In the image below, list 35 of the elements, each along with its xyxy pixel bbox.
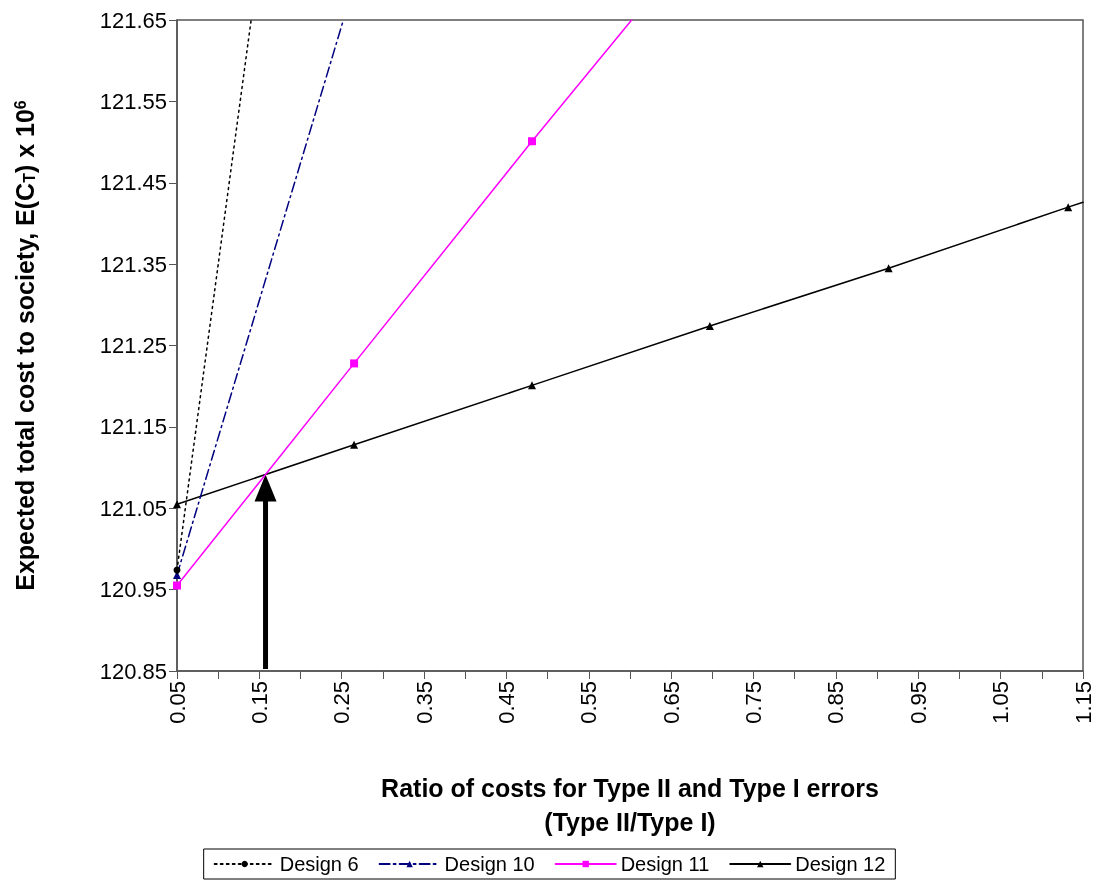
point <box>173 581 181 590</box>
x-tick-label: 0.35 <box>411 681 437 724</box>
legend-label: Design 6 <box>279 853 359 875</box>
y-tick-label: 121.05 <box>99 495 167 521</box>
y-tick-label: 121.65 <box>99 7 167 33</box>
y-tick-label: 121.55 <box>99 88 167 114</box>
legend-label: Design 10 <box>444 853 535 875</box>
x-tick-label: 0.75 <box>741 681 767 724</box>
x-tick-label: 0.05 <box>164 681 190 724</box>
x-tick-label: 0.25 <box>329 681 355 724</box>
point <box>350 440 359 449</box>
y-axis-title: Expected total cost to society, E(CT) x 106 <box>10 100 39 591</box>
point <box>173 500 181 509</box>
legend-label: Design 11 <box>620 853 710 875</box>
y-tick-label: 120.85 <box>99 658 167 684</box>
x-tick-label: 0.95 <box>905 681 931 724</box>
point <box>350 359 359 368</box>
x-tick-label: 0.85 <box>823 681 849 724</box>
x-tick-label: 0.45 <box>493 681 519 724</box>
y-tick-label: 120.95 <box>99 577 167 603</box>
point <box>884 264 893 273</box>
point <box>705 321 714 330</box>
x-tick-label: 1.05 <box>988 681 1014 724</box>
y-tick-label: 121.25 <box>99 333 167 358</box>
x-tick-label: 0.65 <box>658 681 684 724</box>
legend-label: Design 12 <box>795 853 886 875</box>
x-tick-label: 1.15 <box>1070 681 1096 724</box>
point <box>527 137 536 146</box>
point <box>527 381 536 390</box>
x-tick-label: 0.15 <box>246 681 272 724</box>
y-tick-label: 121.45 <box>99 170 167 196</box>
x-axis-title: Ratio of costs for Type II and Type I errors (Type II/Type I) <box>381 774 879 836</box>
x-tick-label: 0.55 <box>576 681 602 724</box>
y-tick-label: 121.15 <box>99 414 167 440</box>
y-tick-label: 121.35 <box>99 251 167 277</box>
